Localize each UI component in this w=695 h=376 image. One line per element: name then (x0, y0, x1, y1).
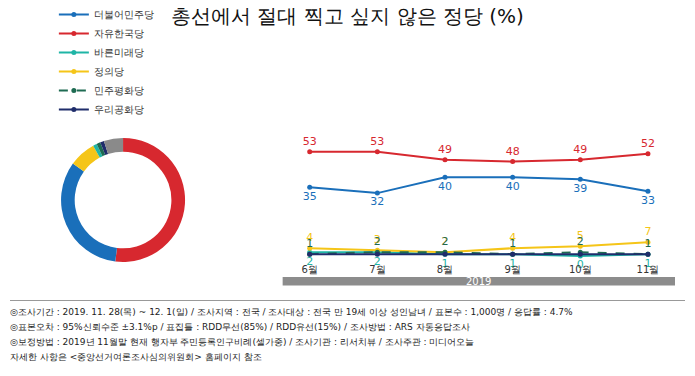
svg-text:총선에서 절대 찍고 싶지 않은 정당 (%): 총선에서 절대 찍고 싶지 않은 정당 (%) (171, 4, 524, 28)
svg-text:1: 1 (306, 237, 313, 250)
svg-text:자유한국당: 자유한국당 (94, 28, 144, 39)
svg-text:4: 4 (509, 231, 516, 244)
svg-text:1: 1 (509, 257, 516, 270)
svg-text:49: 49 (573, 143, 587, 156)
svg-text:2: 2 (442, 235, 449, 248)
svg-text:7: 7 (644, 225, 651, 238)
svg-text:11월: 11월 (637, 264, 660, 275)
svg-text:53: 53 (370, 135, 384, 148)
svg-text:35: 35 (303, 190, 317, 203)
html-text:자세한 사항은 <중앙선거여론조사심의위원회> 홈페이지 참: 자세한 사항은 <중앙선거여론조사심의위원회> 홈페이지 참조 (10, 352, 262, 362)
svg-text:8월: 8월 (437, 264, 453, 275)
svg-text:48: 48 (506, 145, 520, 158)
svg-text:0: 0 (577, 258, 584, 271)
svg-text:2: 2 (306, 255, 313, 268)
svg-text:39: 39 (573, 182, 587, 195)
svg-text:7월: 7월 (369, 264, 385, 275)
svg-text:1: 1 (442, 257, 449, 270)
svg-text:33: 33 (641, 194, 655, 207)
svg-text:더불어민주당: 더불어민주당 (94, 9, 154, 20)
svg-text:5: 5 (577, 229, 584, 242)
svg-text:민주평화당: 민주평화당 (94, 85, 144, 96)
svg-text:52: 52 (641, 137, 655, 150)
html-text:◎표본오차 : 95%신뢰수준 ±3.1%p / 표집틀 :: ◎표본오차 : 95%신뢰수준 ±3.1%p / 표집틀 : RDD무선(85%… (10, 322, 470, 332)
svg-text:2: 2 (374, 255, 381, 268)
svg-text:2: 2 (577, 235, 584, 248)
svg-text:1: 1 (644, 237, 651, 250)
svg-text:9월: 9월 (504, 264, 520, 275)
svg-text:2019: 2019 (466, 276, 491, 287)
svg-text:우리공화당: 우리공화당 (94, 104, 144, 115)
svg-text:10월: 10월 (569, 264, 592, 275)
svg-text:32: 32 (370, 195, 384, 208)
svg-text:53: 53 (303, 135, 317, 148)
svg-text:1: 1 (644, 257, 651, 270)
html-text:◎조사기간 : 2019. 11. 28(목) ~ 12.: ◎조사기간 : 2019. 11. 28(목) ~ 12. 1(일) / 조사지… (10, 307, 573, 317)
svg-text:1: 1 (509, 237, 516, 250)
svg-text:3: 3 (374, 233, 381, 246)
svg-text:2: 2 (442, 235, 449, 248)
svg-text:40: 40 (506, 180, 520, 193)
svg-text:6월: 6월 (302, 264, 318, 275)
svg-text:정의당: 정의당 (94, 66, 124, 77)
html-text:◎보정방법 : 2019년 11월말 현재 행자부 주민등록: ◎보정방법 : 2019년 11월말 현재 행자부 주민등록인구비례(셀가중) … (10, 337, 475, 347)
svg-text:40: 40 (438, 180, 452, 193)
svg-text:2: 2 (374, 235, 381, 248)
svg-text:4: 4 (306, 231, 313, 244)
svg-text:49: 49 (438, 143, 452, 156)
svg-text:바른미래당: 바른미래당 (94, 47, 144, 58)
